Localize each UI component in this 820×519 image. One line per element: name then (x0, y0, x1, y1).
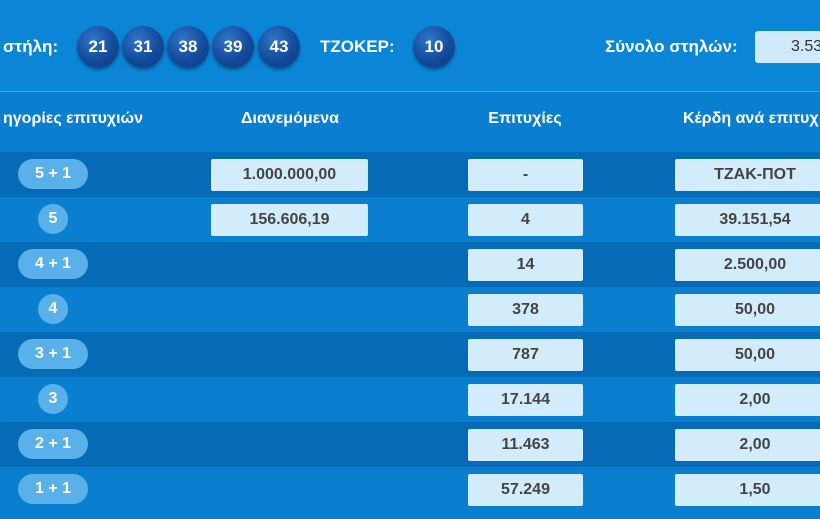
winners-cell: 378 (468, 294, 583, 326)
category-pill: 4 + 1 (18, 249, 88, 279)
table-row: 1 + 1 57.249 1,50 (0, 467, 820, 512)
header-winners: Επιτυχίες (488, 110, 562, 127)
table-header: ηγορίες επιτυχιών Διανεμόμενα Επιτυχίες … (0, 92, 820, 152)
table-row: 5 156.606,19 4 39.151,54 (0, 197, 820, 242)
winners-cell: 17.144 (468, 384, 583, 416)
header-prize-per-winner: Κέρδη ανά επιτυχ (683, 110, 819, 127)
category-pill: 5 (38, 204, 68, 234)
header-distributed: Διανεμόμενα (241, 110, 339, 127)
winning-number-ball: 31 (122, 26, 164, 68)
header-categories: ηγορίες επιτυχιών (3, 110, 143, 127)
winning-number-ball: 39 (212, 26, 254, 68)
table-row: 4 378 50,00 (0, 287, 820, 332)
winning-number-ball: 38 (167, 26, 209, 68)
table-row: 2 + 1 11.463 2,00 (0, 422, 820, 467)
joker-label: ΤΖΟΚΕΡ: (320, 37, 395, 56)
winning-number-ball: 43 (258, 26, 300, 68)
total-columns-label: Σύνολο στηλών: (605, 37, 738, 56)
category-pill: 4 (38, 294, 68, 324)
prize-cell: ΤΖΑΚ-ΠΟΤ (675, 159, 820, 191)
table-row: 4 + 1 14 2.500,00 (0, 242, 820, 287)
prize-cell: 50,00 (675, 294, 820, 326)
winners-cell: 11.463 (468, 429, 583, 461)
header-divider (0, 91, 820, 92)
prize-cell: 50,00 (675, 339, 820, 371)
winners-cell: 14 (468, 249, 583, 281)
prize-cell: 2,00 (675, 384, 820, 416)
category-pill: 3 (38, 384, 68, 414)
category-pill: 2 + 1 (18, 429, 88, 459)
distributed-cell: 156.606,19 (211, 204, 368, 236)
distributed-cell: 1.000.000,00 (211, 159, 368, 191)
winning-number-ball: 21 (77, 26, 119, 68)
table-row: 5 + 1 1.000.000,00 - ΤΖΑΚ-ΠΟΤ (0, 152, 820, 197)
category-pill: 1 + 1 (18, 474, 88, 504)
prize-cell: 2.500,00 (675, 249, 820, 281)
results-header: στήλη: 21 31 38 39 43 ΤΖΟΚΕΡ: 10 Σύνολο … (0, 0, 820, 91)
table-row: 3 17.144 2,00 (0, 377, 820, 422)
table-row: 3 + 1 787 50,00 (0, 332, 820, 377)
winners-cell: 4 (468, 204, 583, 236)
prize-cell: 1,50 (675, 474, 820, 506)
prize-cell: 39.151,54 (675, 204, 820, 236)
winners-cell: 57.249 (468, 474, 583, 506)
prize-cell: 2,00 (675, 429, 820, 461)
joker-number-ball: 10 (413, 26, 455, 68)
category-pill: 5 + 1 (18, 159, 88, 189)
total-columns-value: 3.53 (755, 31, 820, 63)
category-pill: 3 + 1 (18, 339, 88, 369)
winners-cell: 787 (468, 339, 583, 371)
winners-cell: - (468, 159, 583, 191)
column-label: στήλη: (3, 37, 59, 56)
